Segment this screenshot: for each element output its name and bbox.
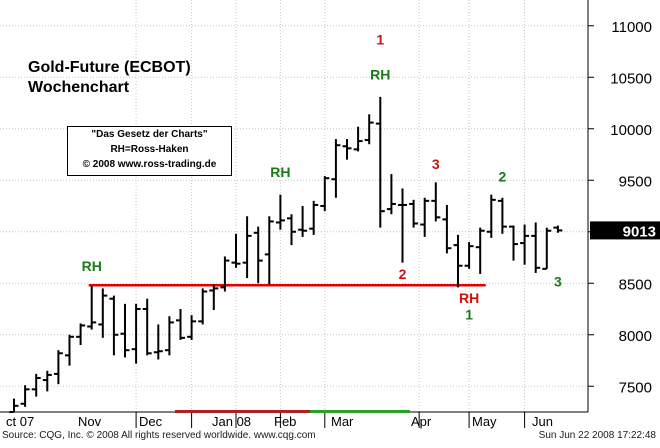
info-box-line-1: "Das Gesetz der Charts" (91, 129, 208, 140)
ohlc-bar (320, 176, 330, 212)
chart-title: Gold-Future (ECBOT) (28, 59, 191, 76)
ohlc-bar (298, 206, 308, 237)
axis-strip-red (175, 410, 310, 413)
ohlc-bar (398, 188, 407, 263)
y-tick-label: 10000 (610, 122, 652, 139)
x-tick-label: Jan 08 (212, 414, 251, 429)
y-tick-label: 7500 (619, 379, 652, 396)
ohlc-bar (31, 373, 41, 397)
ohlc-bar (386, 174, 396, 215)
ohlc-bar (209, 284, 219, 311)
annotation-label: 3 (554, 273, 562, 289)
ohlc-bar (131, 303, 141, 364)
ohlc-bar (87, 286, 97, 330)
ohlc-bar (431, 182, 441, 222)
x-tick-label: Jun (532, 414, 553, 429)
annotation-label: 3 (432, 156, 440, 172)
ohlc-bar (53, 350, 63, 385)
ohlc-bar (497, 197, 507, 234)
chart-subtitle: Wochenchart (28, 79, 130, 96)
footer: Source: CQG, Inc. © 2008 All rights rese… (0, 428, 660, 443)
ohlc-bar (509, 225, 518, 261)
annotation-label: 1 (376, 31, 384, 47)
last-price-box (590, 221, 660, 240)
annotation-label: RH (459, 290, 479, 306)
y-tick-label: 9500 (619, 173, 652, 190)
annotation-label: RH (370, 66, 390, 82)
ohlc-bar (309, 200, 319, 235)
ohlc-bar (231, 233, 241, 268)
ohlc-bar (553, 225, 563, 233)
ohlc-bar (164, 316, 174, 356)
ohlc-bar (542, 227, 552, 270)
chart-title-block: Gold-Future (ECBOT) Wochenchart (28, 58, 191, 98)
ohlc-bar (353, 126, 363, 152)
x-tick-label: Mar (331, 414, 354, 429)
annotation-label: RH (270, 164, 290, 180)
ohlc-bar (264, 216, 274, 285)
y-tick-label: 8500 (619, 276, 652, 293)
ohlc-bar (65, 334, 74, 366)
ohlc-bar (520, 224, 530, 265)
ohlc-bar (531, 222, 541, 273)
annotation-label: 2 (499, 168, 507, 184)
ohlc-bar (109, 295, 119, 356)
y-tick-label: 11000 (611, 19, 652, 36)
ohlc-bar (153, 324, 163, 360)
info-box: "Das Gesetz der Charts" RH=Ross-Haken © … (67, 126, 232, 176)
price-bars (9, 96, 563, 413)
ohlc-bar (42, 370, 52, 392)
footer-source: Source: CQG, Inc. © 2008 All rights rese… (2, 430, 316, 441)
annotation-label: RH (82, 258, 102, 274)
ohlc-bar (220, 256, 230, 292)
ohlc-bar (98, 288, 108, 338)
annotation-label: 1 (465, 306, 473, 322)
info-box-line-2: RH=Ross-Haken (110, 144, 189, 155)
ohlc-bar (409, 199, 419, 228)
x-tick-label: May (472, 414, 497, 429)
ohlc-bar (486, 194, 496, 238)
ohlc-bar (442, 204, 452, 254)
ohlc-bar (420, 197, 430, 237)
ohlc-bar (142, 298, 152, 356)
x-tick-label: Apr (411, 414, 432, 429)
ohlc-bar (76, 323, 86, 346)
axis-strip-green (310, 410, 410, 413)
y-tick-label: 8000 (619, 328, 652, 345)
ohlc-bar (475, 227, 485, 274)
ohlc-bar (364, 114, 374, 145)
ohlc-bar (275, 194, 285, 230)
info-box-line-3: © 2008 www.ross-trading.de (82, 159, 217, 170)
ohlc-bar (464, 242, 474, 269)
x-tick-label: Feb (274, 414, 296, 429)
x-axis-ticks: ct 07 Nov Dec Jan 08 Feb Mar Apr May Jun (6, 410, 553, 429)
ohlc-bar (20, 385, 30, 407)
x-tick-label: Dec (139, 414, 163, 429)
ohlc-bar (242, 216, 252, 279)
ohlc-bar (375, 96, 385, 228)
last-price-label: 9013 (623, 223, 656, 240)
y-tick-label: 10500 (610, 70, 652, 87)
footer-timestamp: Sun Jun 22 2008 17:22:48 (538, 430, 656, 441)
x-tick-label: Nov (78, 414, 102, 429)
annotation-label: 2 (399, 266, 407, 282)
y-axis-ticks: 75008000850090009500100001050011000 (588, 19, 652, 396)
ohlc-bar (253, 226, 263, 284)
ohlc-bar (176, 309, 185, 340)
last-price-badge: 9013 (590, 221, 660, 240)
ohlc-bar (198, 288, 208, 325)
ohlc-bar (120, 303, 130, 358)
x-tick-label: ct 07 (6, 414, 34, 429)
ohlc-bar (187, 315, 197, 340)
ohlc-bar (453, 234, 463, 288)
ohlc-bar (287, 214, 296, 246)
ohlc-bar (342, 139, 352, 160)
ohlc-bar (331, 139, 341, 198)
